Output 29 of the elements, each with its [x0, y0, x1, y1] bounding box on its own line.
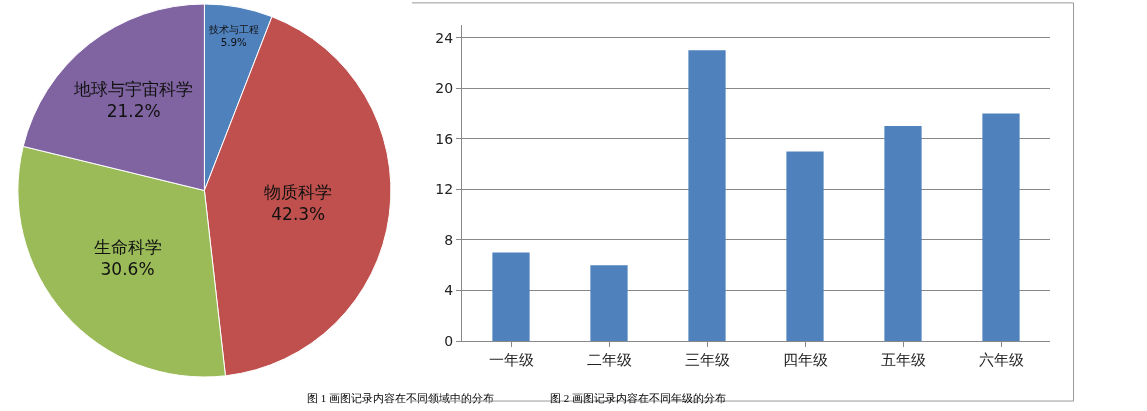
y-tick-label: 16: [435, 130, 454, 147]
data-label: 5.9%: [220, 36, 248, 49]
x-tick-label: 四年级: [782, 351, 828, 369]
bar: [786, 151, 824, 341]
y-tick-label: 8: [444, 231, 454, 248]
bar: [492, 252, 530, 341]
caption: 图 2 画图记录内容在不同年级的分布: [550, 392, 726, 404]
data-label: 30.6%: [100, 259, 155, 280]
y-tick-label: 4: [444, 282, 454, 299]
slice-label: 物质科学: [264, 181, 333, 202]
y-tick-label: 12: [435, 181, 454, 198]
data-label: 21.2%: [106, 100, 161, 121]
x-tick-label: 五年级: [880, 351, 926, 369]
y-tick-label: 20: [435, 80, 454, 97]
x-tick-label: 三年级: [684, 351, 730, 369]
bar: [982, 113, 1020, 341]
x-tick-label: 二年级: [586, 351, 632, 369]
y-tick-label: 0: [444, 332, 454, 349]
slice-label: 生命科学: [93, 237, 162, 258]
y-tick-label: 24: [435, 29, 454, 46]
caption: 图 1 画图记录内容在不同领域中的分布: [307, 392, 494, 404]
data-label: 42.3%: [271, 203, 326, 224]
x-tick-label: 六年级: [978, 351, 1024, 369]
slice-label: 技术与工程: [207, 22, 259, 35]
slice-label: 地球与宇宙科学: [73, 78, 194, 99]
bar: [590, 265, 628, 341]
bar: [688, 50, 726, 341]
x-tick-label: 一年级: [488, 351, 534, 369]
bar: [884, 126, 922, 341]
